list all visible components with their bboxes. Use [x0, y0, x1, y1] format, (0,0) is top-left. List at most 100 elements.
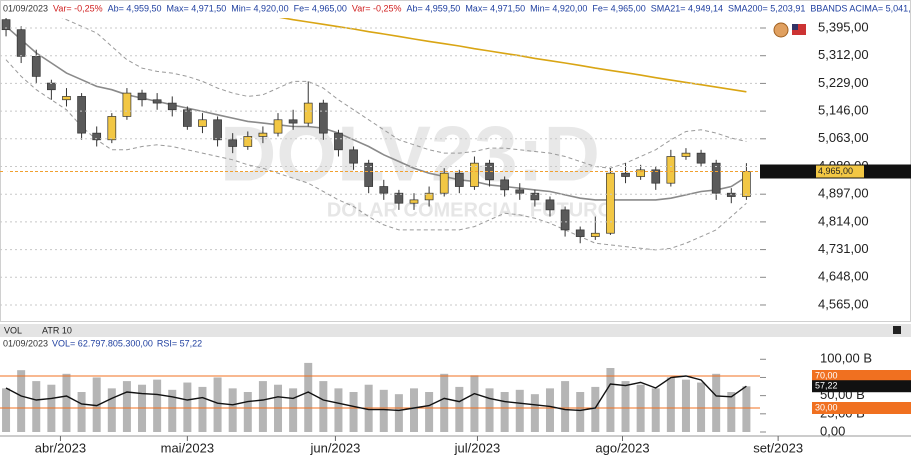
- volume-bar: [92, 377, 101, 432]
- volume-bar: [712, 373, 721, 432]
- y-tick-label: 4,897,00: [818, 186, 869, 201]
- volume-bar: [742, 386, 751, 432]
- candle-body: [606, 172, 615, 234]
- volume-bar: [334, 388, 343, 432]
- candle-body: [470, 162, 479, 187]
- volume-bar: [62, 373, 71, 432]
- volume-bar: [561, 381, 570, 432]
- header-item: SMA200= 5,203,91: [728, 3, 805, 13]
- volume-bar: [485, 388, 494, 432]
- volume-bar: [17, 370, 26, 432]
- candle-body: [621, 172, 630, 177]
- volume-bar: [455, 386, 464, 432]
- volume-bar: [198, 386, 207, 432]
- candle-body: [560, 209, 570, 231]
- rsi-line: [5, 375, 747, 412]
- cursor-marker: [4, 167, 8, 176]
- y-tick-label: 5,229,00: [818, 75, 869, 90]
- candle-body: [575, 229, 585, 237]
- volume-bar: [545, 388, 554, 432]
- candle-body: [439, 172, 449, 194]
- candle-body: [651, 169, 661, 184]
- candle-body: [681, 152, 691, 157]
- volume-bar: [591, 386, 600, 432]
- indicator-line: [61, 18, 747, 169]
- header-item: Max= 4,971,50: [465, 3, 525, 13]
- currency-icon[interactable]: [773, 22, 789, 38]
- panel-button[interactable]: [893, 326, 901, 334]
- panel-header-item: RSI= 57,22: [157, 338, 202, 348]
- price-plot: [1, 18, 751, 251]
- candle-body: [636, 169, 645, 177]
- candle-body: [31, 56, 41, 77]
- volume-bar: [107, 388, 116, 432]
- header-item: Fe= 4,965,00: [294, 3, 347, 13]
- rsi-level-tag: [812, 370, 911, 382]
- candle-body: [243, 136, 253, 147]
- candle-body: [666, 156, 676, 184]
- volume-bar: [228, 388, 237, 432]
- y-tick-label: 4,814,00: [818, 213, 869, 228]
- candle-body: [137, 92, 147, 101]
- candle-body: [167, 102, 177, 111]
- y-tick-label: 5,395,00: [818, 19, 869, 34]
- candle-body: [258, 132, 268, 137]
- panel-header-item: VOL= 62.797.805.300,00: [52, 338, 153, 348]
- header-item: SMA21= 4,949,14: [651, 3, 723, 13]
- tab: ATR 10: [42, 325, 72, 335]
- tab-bar: [0, 324, 911, 337]
- x-tick-label: set/2023: [753, 440, 803, 455]
- y-tick-label: 5,146,00: [818, 103, 869, 118]
- y-tick-label: 5,312,00: [818, 47, 869, 62]
- volume-bar: [243, 392, 252, 432]
- header-item: Fe= 4,965,00: [592, 3, 645, 13]
- y-tick-label: 0,00: [820, 423, 845, 438]
- header-item: 01/09/2023: [3, 3, 48, 13]
- volume-bar: [727, 392, 736, 432]
- volume-bar: [319, 381, 328, 432]
- candle-body: [742, 171, 751, 197]
- volume-bar: [32, 381, 41, 432]
- candle-body: [183, 109, 192, 127]
- volume-bar: [666, 377, 675, 432]
- header-item: Ab= 4,959,50: [108, 3, 162, 13]
- candle-body: [228, 139, 238, 147]
- volume-bar: [440, 373, 449, 432]
- candle-body: [696, 152, 706, 164]
- candle-body: [92, 132, 102, 141]
- volume-bar: [515, 389, 524, 432]
- x-tick-label: mai/2023: [161, 440, 214, 455]
- volume-bar: [651, 388, 660, 432]
- header-item: Var= -0,25%: [352, 3, 402, 13]
- volume-bar: [530, 394, 539, 432]
- candle-body: [77, 96, 86, 134]
- volume-bar: [304, 362, 313, 432]
- indicator-line: [279, 18, 747, 93]
- candle-body: [515, 189, 525, 194]
- candle-body: [530, 192, 540, 201]
- volume-bar: [2, 388, 11, 432]
- candle-body: [711, 162, 721, 194]
- volume-bar: [470, 375, 479, 432]
- last-price-label: 4,965,00: [818, 166, 853, 176]
- candle-body: [16, 29, 26, 57]
- watermark-name: DOLAR COMERCIAL FUTURO: [327, 199, 613, 221]
- candle-body: [349, 149, 358, 164]
- volume-bar: [681, 379, 690, 432]
- x-tick-label: jul/2023: [454, 440, 501, 455]
- header-item: Min= 4,920,00: [231, 3, 288, 13]
- candle-body: [590, 232, 600, 237]
- rsi-level-label: 70,00: [815, 370, 838, 380]
- candle-body: [198, 119, 207, 127]
- volume-bar: [349, 392, 358, 432]
- rsi-current-tag: [812, 380, 911, 393]
- candle-body: [62, 96, 71, 101]
- flag-icon[interactable]: [792, 24, 806, 35]
- candle-body: [394, 192, 404, 204]
- volume-bar: [425, 392, 434, 432]
- candle-body: [47, 82, 56, 91]
- volume-bar: [168, 389, 177, 432]
- rsi-level-label: 30,00: [815, 402, 838, 412]
- candle-body: [409, 199, 419, 204]
- volume-bar: [289, 388, 298, 432]
